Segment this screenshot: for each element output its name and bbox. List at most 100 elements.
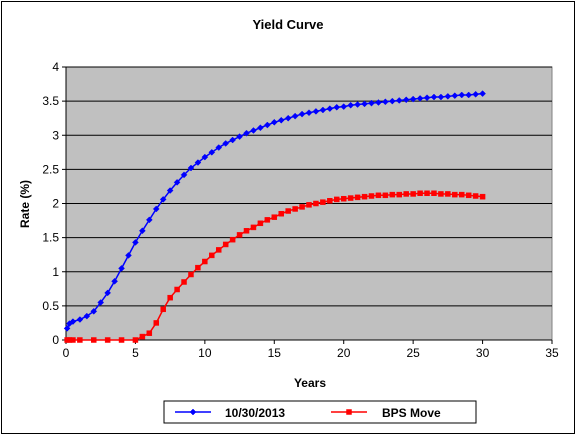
data-point xyxy=(382,192,389,199)
data-point xyxy=(166,187,174,194)
data-point xyxy=(438,191,444,197)
data-point xyxy=(340,103,348,110)
data-point xyxy=(430,93,438,101)
x-tick-label: 10 xyxy=(198,346,212,360)
data-point xyxy=(215,144,223,151)
data-point xyxy=(174,286,180,293)
data-point xyxy=(201,153,209,161)
data-point xyxy=(160,306,166,313)
data-point xyxy=(195,264,201,271)
data-point xyxy=(187,164,195,172)
data-point xyxy=(479,90,486,97)
data-point xyxy=(250,127,257,134)
legend-items: 10/30/2013 BPS Move xyxy=(175,406,441,420)
x-tick-label: 15 xyxy=(268,346,282,360)
y-tick-label: 3.5 xyxy=(42,94,59,108)
data-point xyxy=(354,194,361,201)
data-point xyxy=(458,91,466,99)
data-point xyxy=(257,124,264,132)
data-point xyxy=(263,121,271,129)
x-axis-title: Years xyxy=(294,376,326,390)
data-point xyxy=(278,210,284,217)
data-point xyxy=(222,241,229,248)
data-point xyxy=(243,228,250,234)
data-point xyxy=(145,216,153,224)
x-tick-label: 5 xyxy=(132,346,139,360)
data-point xyxy=(152,205,160,213)
data-point xyxy=(389,191,396,198)
legend-label: BPS Move xyxy=(382,406,441,420)
data-point xyxy=(111,277,118,285)
data-point xyxy=(326,105,334,112)
data-point xyxy=(479,193,486,200)
data-point xyxy=(320,199,326,205)
y-tick-label: 0 xyxy=(52,333,59,347)
y-tick-label: 1.5 xyxy=(42,231,59,245)
legend-label: 10/30/2013 xyxy=(225,406,285,420)
y-tick-label: 2.5 xyxy=(42,162,59,176)
data-point xyxy=(472,90,479,98)
data-point xyxy=(465,192,472,199)
data-point xyxy=(236,133,243,140)
data-point xyxy=(368,99,375,107)
data-point xyxy=(327,198,333,204)
data-point xyxy=(215,247,222,253)
y-tick-label: 2 xyxy=(52,197,59,211)
data-point xyxy=(181,279,187,285)
data-point xyxy=(299,204,305,210)
data-point xyxy=(118,337,125,343)
data-point xyxy=(146,330,153,336)
data-point xyxy=(313,200,319,207)
data-point xyxy=(222,140,230,147)
data-point xyxy=(472,193,479,199)
data-point xyxy=(452,191,458,198)
data-point xyxy=(270,118,278,126)
data-point xyxy=(347,101,355,109)
data-point xyxy=(334,196,340,203)
data-point xyxy=(423,94,431,102)
data-point xyxy=(118,264,125,272)
data-point xyxy=(431,190,437,197)
data-point xyxy=(83,312,91,320)
x-tick-label: 20 xyxy=(337,346,351,360)
data-point xyxy=(63,325,71,332)
data-point xyxy=(417,190,423,197)
x-tick-label: 25 xyxy=(406,346,420,360)
data-point xyxy=(458,191,465,198)
legend-item-1: 10/30/2013 xyxy=(175,406,285,420)
data-point xyxy=(132,239,139,246)
data-point xyxy=(271,214,278,220)
data-point xyxy=(285,208,291,214)
data-point xyxy=(306,202,312,208)
data-point xyxy=(375,192,382,199)
data-point xyxy=(444,92,452,100)
data-point xyxy=(382,98,389,106)
data-point xyxy=(298,110,306,118)
y-tick-label: 3 xyxy=(52,128,59,142)
data-point xyxy=(188,271,194,278)
data-point xyxy=(437,93,445,101)
data-point xyxy=(125,252,132,259)
data-point xyxy=(368,193,375,199)
series-line xyxy=(67,192,483,341)
x-tick-label: 30 xyxy=(476,346,490,360)
yield-curve-chart: Yield Curve 0 5 10 15 20 25 30 35 0 0.5 1 1.5 2 2.5 3… xyxy=(18,17,559,424)
data-point xyxy=(153,320,160,326)
data-point xyxy=(236,232,243,238)
data-point xyxy=(410,191,416,197)
data-point xyxy=(333,103,341,111)
data-point xyxy=(340,195,347,202)
data-point xyxy=(445,191,451,197)
data-point xyxy=(257,220,264,227)
data-point xyxy=(424,190,430,197)
data-point xyxy=(451,92,459,100)
data-point xyxy=(77,337,83,343)
data-point xyxy=(91,337,97,343)
data-point xyxy=(291,112,299,120)
data-point xyxy=(312,108,320,115)
series-layer xyxy=(63,90,486,343)
legend-box xyxy=(163,400,477,424)
data-point xyxy=(70,337,76,343)
data-point xyxy=(76,316,84,323)
